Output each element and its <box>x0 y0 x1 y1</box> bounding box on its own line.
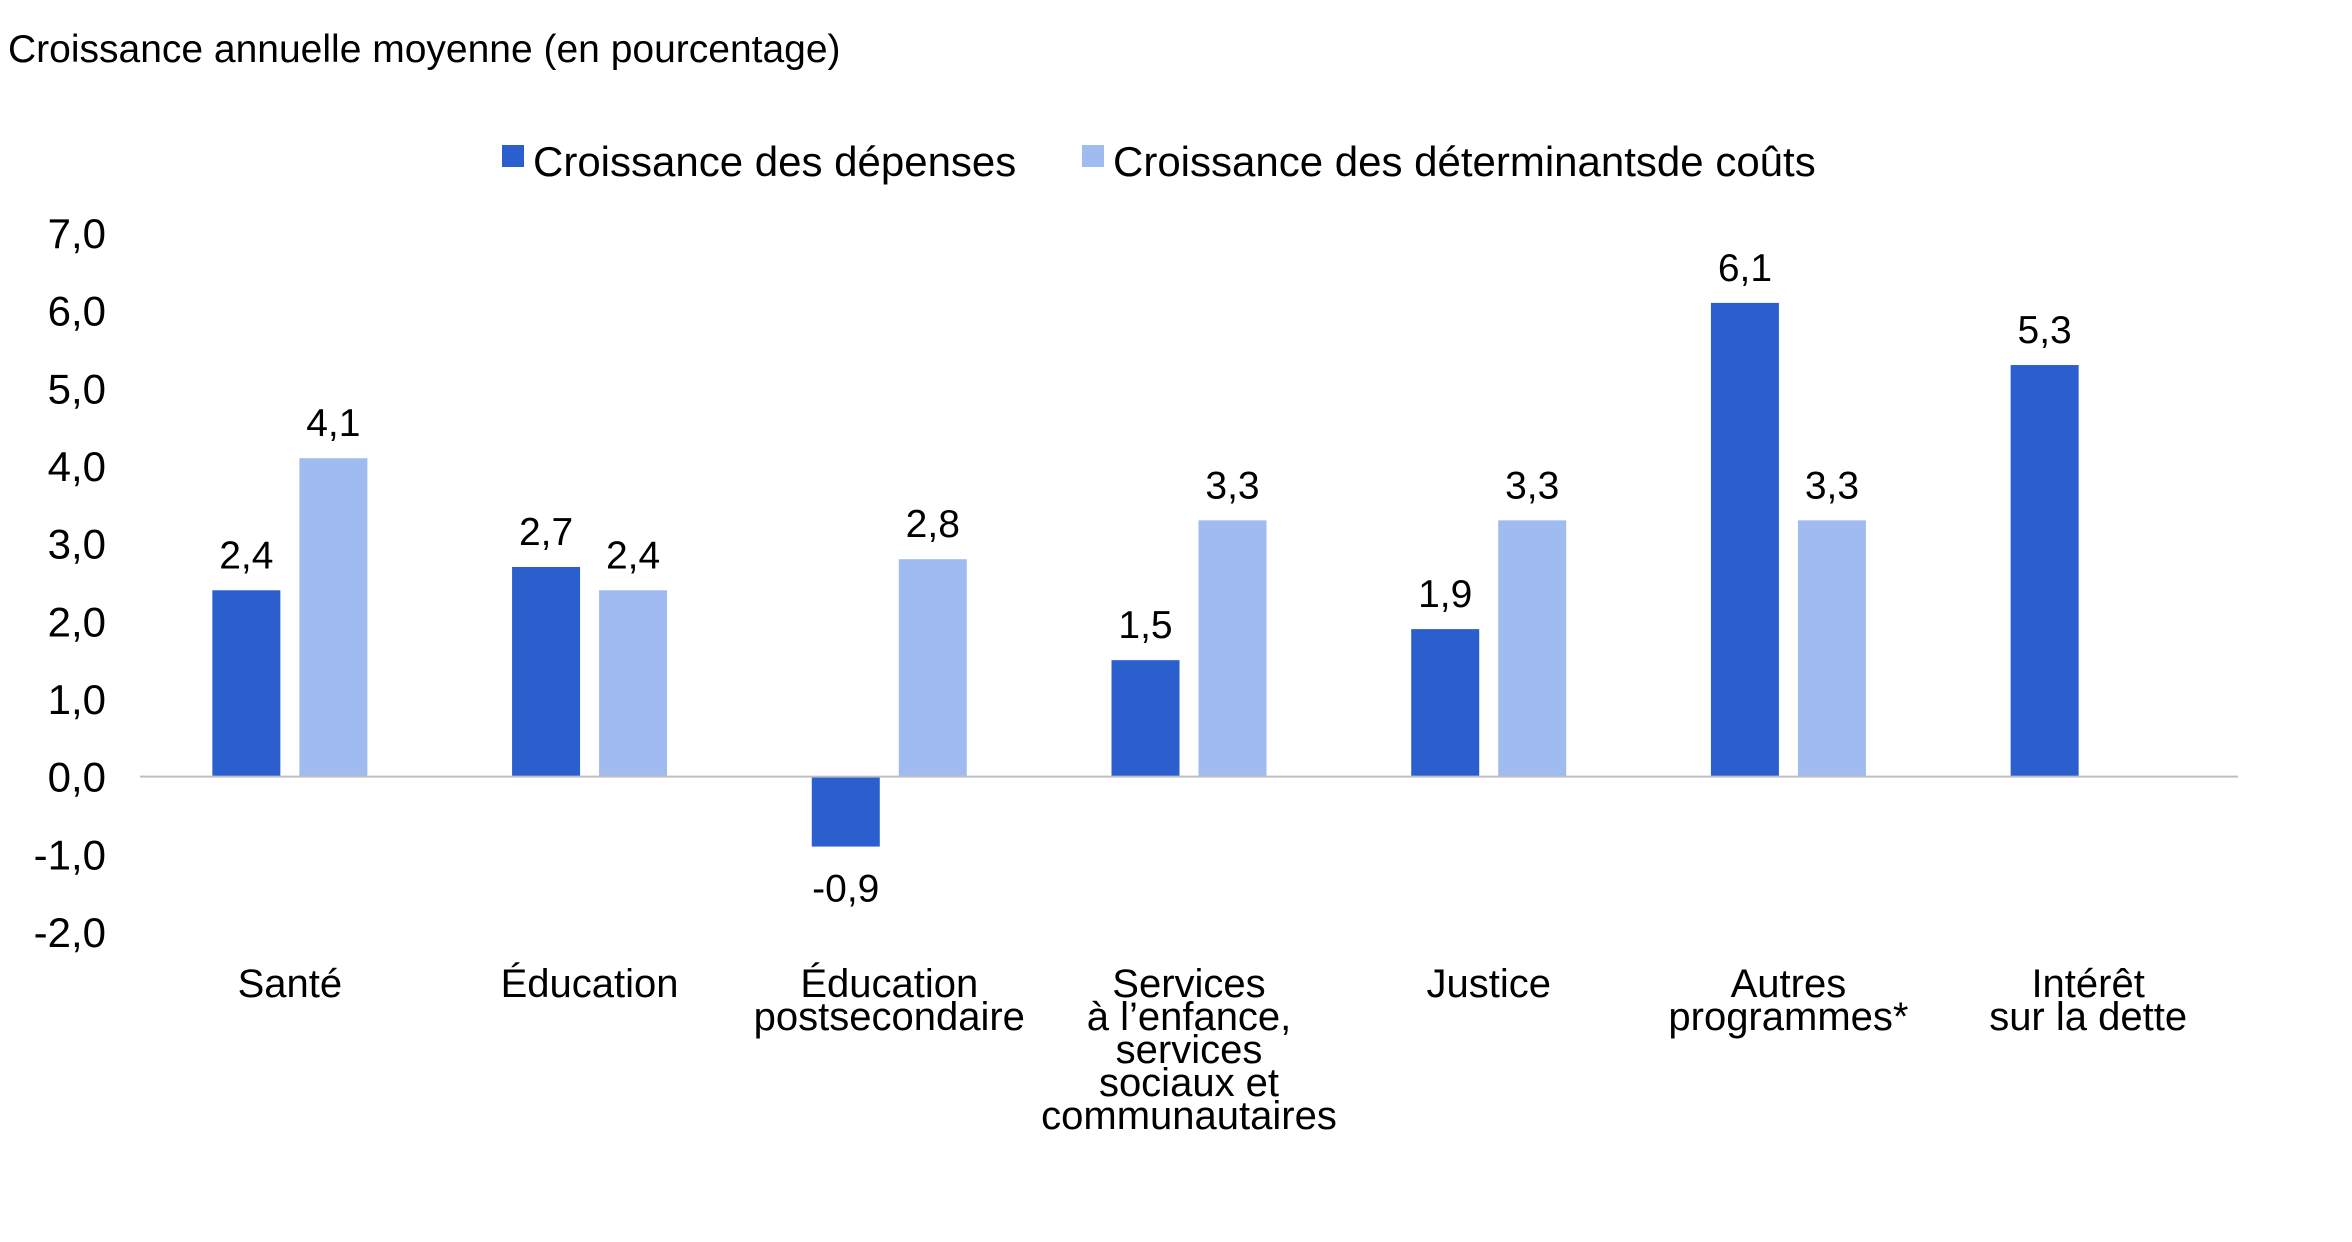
chart-title: Croissance annuelle moyenne (en pourcent… <box>8 28 841 71</box>
legend-label-depenses: Croissance des dépenses <box>533 138 1016 185</box>
category-label: Services <box>1112 962 1265 1006</box>
bar <box>1498 520 1567 777</box>
category-label: Éducation <box>800 961 978 1006</box>
data-label: 2,4 <box>219 534 273 577</box>
bar <box>1198 520 1267 777</box>
data-label: 2,7 <box>519 511 573 554</box>
y-tick-label: -2,0 <box>34 909 106 956</box>
category-label: Intérêt <box>2031 962 2144 1006</box>
bar <box>212 590 281 777</box>
bar <box>898 559 967 777</box>
y-tick-label: 6,0 <box>48 288 106 335</box>
category-label: Autres <box>1731 962 1847 1006</box>
bar <box>512 566 581 777</box>
data-label: 1,5 <box>1118 604 1172 647</box>
y-tick-label: 4,0 <box>48 443 106 490</box>
category-label: Santé <box>238 962 343 1006</box>
data-label: 5,3 <box>2018 309 2072 352</box>
bar <box>1411 629 1480 777</box>
category-label: services <box>1116 1028 1263 1072</box>
y-tick-label: 7,0 <box>48 210 106 257</box>
legend-label-determinants: Croissance des déterminantsde coûts <box>1113 138 1816 185</box>
bar <box>2010 365 2079 777</box>
y-tick-label: 3,0 <box>48 521 106 568</box>
category-label: communautaires <box>1041 1094 1337 1138</box>
legend-swatch-determinants <box>1082 145 1104 167</box>
category-label: Éducation <box>501 961 679 1006</box>
legend: Croissance des dépenses Croissance des d… <box>502 138 1816 185</box>
x-axis: Santé Éducation ÉducationpostsecondaireSer… <box>238 961 2187 1138</box>
bar <box>1111 660 1180 777</box>
bar <box>1797 520 1866 777</box>
category-label: postsecondaire <box>754 995 1025 1039</box>
bar <box>599 590 668 777</box>
bar <box>1710 302 1779 777</box>
data-label: 6,1 <box>1718 247 1772 290</box>
category-label: sociaux et <box>1099 1061 1279 1105</box>
bars <box>212 302 2079 847</box>
y-tick-label: -1,0 <box>34 831 106 878</box>
y-tick-label: 5,0 <box>48 365 106 412</box>
category-label: à l’enfance, <box>1087 995 1292 1039</box>
data-label: -0,9 <box>812 868 879 911</box>
category-label: sur la dette <box>1989 995 2187 1039</box>
y-tick-label: 0,0 <box>48 754 106 801</box>
y-tick-label: 2,0 <box>48 598 106 645</box>
category-label: Justice <box>1426 962 1551 1006</box>
y-tick-label: 1,0 <box>48 676 106 723</box>
data-label: 3,3 <box>1505 464 1559 507</box>
y-axis: 7,0 6,0 5,0 4,0 3,0 2,0 1,0 0,0 -1,0 -2,0 <box>34 210 106 956</box>
legend-swatch-depenses <box>502 145 524 167</box>
data-label: 2,4 <box>606 534 660 577</box>
data-labels: 2,4 4,1 2,7 2,4 -0,9 2,8 1,5 3,3 1,9 3,3 6,1 3,3 5,3 <box>219 247 2072 911</box>
data-label: 1,9 <box>1418 573 1472 616</box>
data-label: 3,3 <box>1205 464 1259 507</box>
data-label: 3,3 <box>1805 464 1859 507</box>
data-label: 4,1 <box>306 402 360 445</box>
category-label: programmes* <box>1668 995 1908 1039</box>
bar <box>811 776 880 847</box>
bar <box>299 458 368 777</box>
data-label: 2,8 <box>906 503 960 546</box>
